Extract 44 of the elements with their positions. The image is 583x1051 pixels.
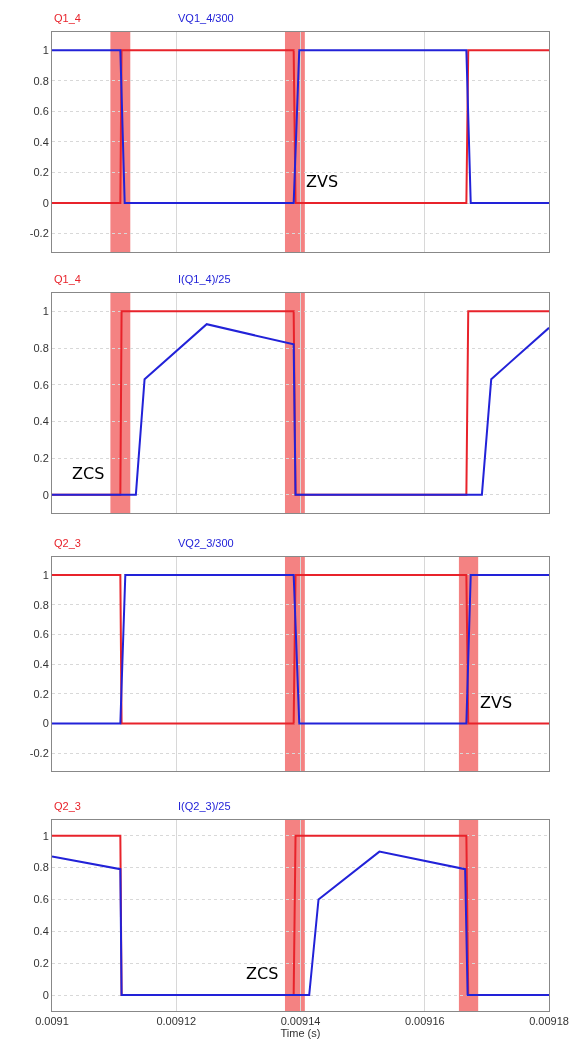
y-tick-label: 0.6 [33,893,49,906]
y-tick-label: 0.4 [33,135,49,148]
y-tick-label: 0.8 [33,341,49,354]
y-tick-label: 1 [42,44,49,57]
y-tick-label: 1 [42,829,49,842]
y-tick-label: 1 [42,568,49,581]
y-tick-label: -0.2 [29,227,49,240]
y-tick-label: 0.6 [33,628,49,641]
y-tick-label: 0.6 [33,378,49,391]
x-tick-label: 0.0091 [35,1015,69,1028]
y-tick-label: 0.2 [33,451,49,464]
y-tick-label: 0.4 [33,658,49,670]
x-tick-label: 0.00914 [280,1015,321,1028]
annotation: ZVS [306,172,339,191]
text: I(Q1_4)/25 [178,273,231,285]
text: VQ2_3/300 [178,537,234,549]
y-tick-label: 0.4 [33,415,49,428]
text: Q2_3 [54,537,81,549]
y-tick-label: 0 [42,717,49,730]
y-tick-label: 0 [42,196,49,209]
x-axis-title: Time (s) [280,1027,321,1040]
y-tick-label: 0.2 [33,687,49,700]
y-tick-label: -0.2 [29,747,49,760]
text: Q2_3 [54,800,81,812]
y-tick-label: 0.8 [33,74,49,87]
y-tick-label: 0.8 [33,598,49,611]
annotation: ZCS [72,464,105,483]
x-tick-label: 0.00916 [404,1015,445,1028]
x-tick-label: 0.00918 [529,1015,569,1028]
y-tick-label: 0.2 [33,957,49,970]
y-tick-label: 0.4 [33,925,49,938]
text: Q1_4 [54,273,81,285]
annotation: ZCS [246,964,279,983]
y-tick-label: 1 [42,305,49,318]
x-tick-label: 0.00912 [156,1015,197,1028]
y-tick-label: 0.6 [33,105,49,118]
y-tick-label: 0.2 [33,166,49,179]
text: Q1_4 [54,12,81,24]
annotation: ZVS [480,693,513,712]
y-tick-label: 0 [42,988,49,1001]
y-tick-label: 0 [42,488,49,501]
y-tick-label: 0.8 [33,861,49,874]
text: I(Q2_3)/25 [178,800,231,812]
text: VQ1_4/300 [178,12,234,24]
